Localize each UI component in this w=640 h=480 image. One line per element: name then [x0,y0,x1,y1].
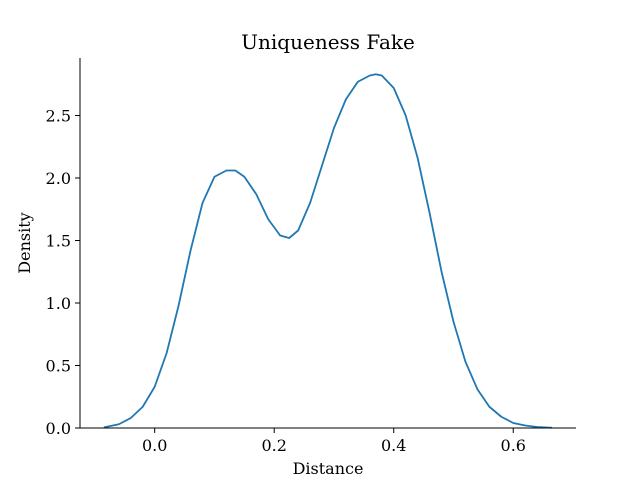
plot-area [103,73,553,429]
x-tick-label: 0.6 [501,436,526,455]
x-tick-label: 0.4 [381,436,406,455]
x-tick-label: 0.0 [142,436,167,455]
y-tick-label: 2.0 [46,169,71,188]
x-tick-label: 0.2 [261,436,286,455]
y-axis-ticks: 0.0 0.5 1.0 1.5 2.0 2.5 [46,107,80,438]
x-axis-label: Distance [293,459,364,478]
y-tick-label: 0.0 [46,419,71,438]
chart-title: Uniqueness Fake [241,30,415,54]
y-tick-label: 1.5 [46,232,71,251]
y-axis-label: Density [15,212,34,273]
x-axis-ticks: 0.0 0.2 0.4 0.6 [142,428,526,455]
y-tick-label: 1.0 [46,294,71,313]
density-line-series-0 [103,73,553,429]
y-tick-label: 0.5 [46,357,71,376]
y-tick-label: 2.5 [46,107,71,126]
